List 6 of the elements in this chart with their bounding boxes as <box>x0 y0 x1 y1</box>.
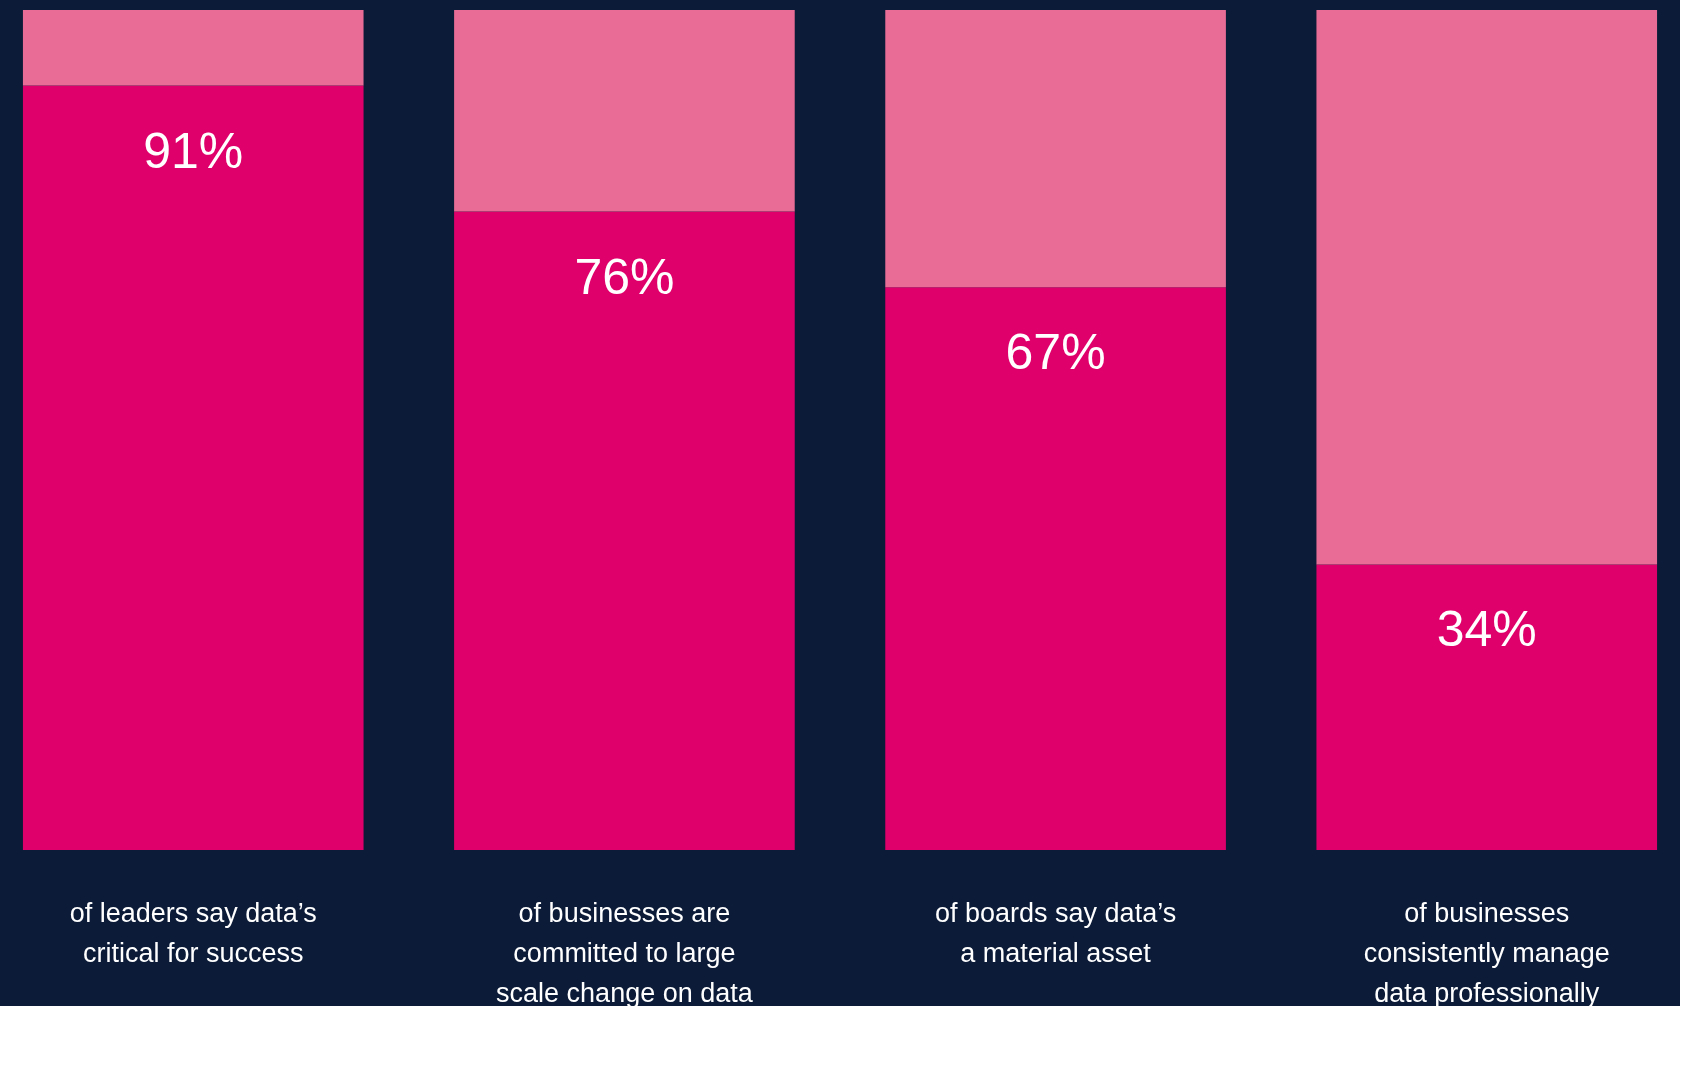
data-label: 91% <box>143 122 244 179</box>
x-tick-label: of boards say data’s a material asset <box>935 897 1177 968</box>
x-tick-label: of leaders say data’s critical for success <box>69 897 317 968</box>
data-label: 76% <box>574 248 675 305</box>
data-label: 34% <box>1436 601 1537 658</box>
data-label: 67% <box>1005 324 1106 381</box>
